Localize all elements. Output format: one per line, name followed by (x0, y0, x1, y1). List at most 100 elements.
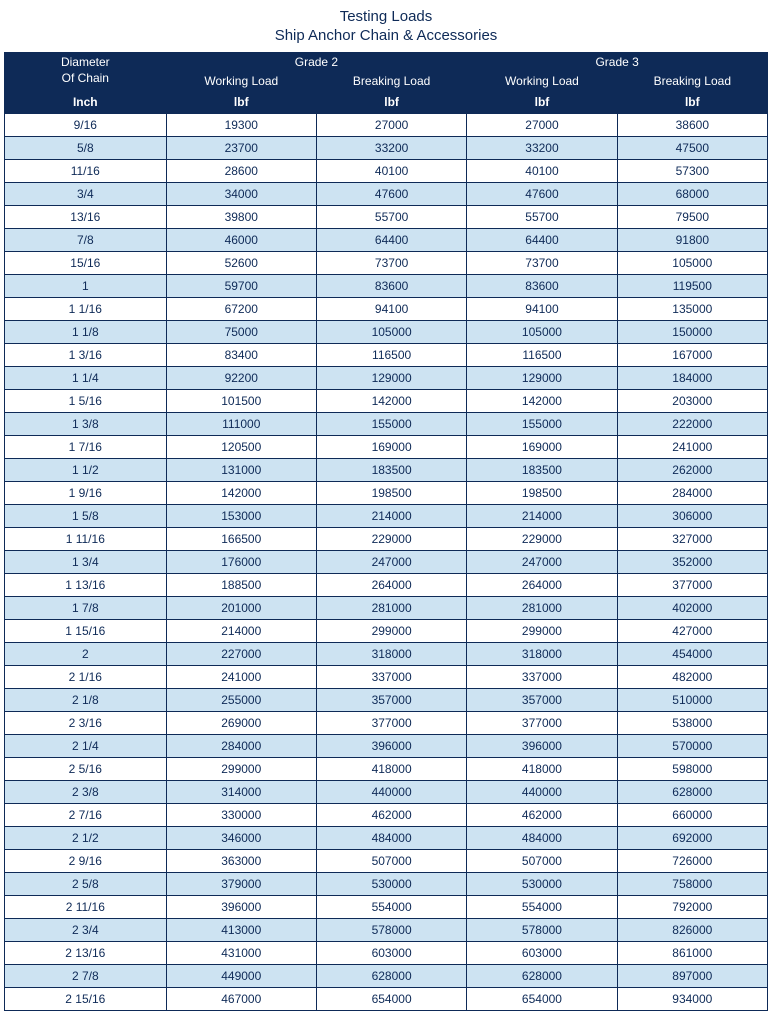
header-g3-working: Working Load (467, 71, 617, 90)
cell-value: 538000 (617, 711, 767, 734)
cell-value: 101500 (166, 389, 316, 412)
cell-value: 92200 (166, 366, 316, 389)
cell-value: 142000 (467, 389, 617, 412)
cell-value: 792000 (617, 895, 767, 918)
table-row: 1 3/4176000247000247000352000 (5, 550, 768, 573)
cell-value: 214000 (467, 504, 617, 527)
cell-value: 314000 (166, 780, 316, 803)
table-row: 15/16526007370073700105000 (5, 251, 768, 274)
cell-diameter: 1 7/8 (5, 596, 167, 619)
cell-value: 357000 (316, 688, 466, 711)
cell-value: 484000 (316, 826, 466, 849)
cell-value: 628000 (316, 964, 466, 987)
cell-value: 167000 (617, 343, 767, 366)
table-row: 2 9/16363000507000507000726000 (5, 849, 768, 872)
cell-value: 129000 (316, 366, 466, 389)
cell-value: 449000 (166, 964, 316, 987)
cell-value: 40100 (467, 159, 617, 182)
cell-value: 654000 (316, 987, 466, 1010)
cell-value: 83600 (467, 274, 617, 297)
cell-diameter: 1 1/8 (5, 320, 167, 343)
unit-g3-breaking: lbf (617, 90, 767, 113)
cell-value: 47600 (316, 182, 466, 205)
cell-diameter: 15/16 (5, 251, 167, 274)
cell-value: 418000 (316, 757, 466, 780)
table-row: 2 5/8379000530000530000758000 (5, 872, 768, 895)
cell-value: 255000 (166, 688, 316, 711)
cell-value: 111000 (166, 412, 316, 435)
table-row: 1 1/875000105000105000150000 (5, 320, 768, 343)
cell-value: 57300 (617, 159, 767, 182)
cell-value: 484000 (467, 826, 617, 849)
cell-diameter: 1 3/4 (5, 550, 167, 573)
unit-g2-working: lbf (166, 90, 316, 113)
table-body: 9/16193002700027000386005/82370033200332… (5, 113, 768, 1010)
cell-value: 284000 (166, 734, 316, 757)
cell-value: 91800 (617, 228, 767, 251)
cell-value: 507000 (467, 849, 617, 872)
header-g3-breaking: Breaking Load (617, 71, 767, 90)
table-row: 2 1/4284000396000396000570000 (5, 734, 768, 757)
table-row: 1 1/492200129000129000184000 (5, 366, 768, 389)
cell-diameter: 1 5/16 (5, 389, 167, 412)
cell-value: 510000 (617, 688, 767, 711)
cell-diameter: 7/8 (5, 228, 167, 251)
cell-value: 306000 (617, 504, 767, 527)
header-g2-working: Working Load (166, 71, 316, 90)
table-row: 2 1/8255000357000357000510000 (5, 688, 768, 711)
table-row: 1 3/1683400116500116500167000 (5, 343, 768, 366)
table-row: 2 3/16269000377000377000538000 (5, 711, 768, 734)
table-row: 2 3/4413000578000578000826000 (5, 918, 768, 941)
title-line-2: Ship Anchor Chain & Accessories (4, 27, 768, 46)
unit-g2-breaking: lbf (316, 90, 466, 113)
cell-value: 203000 (617, 389, 767, 412)
cell-value: 105000 (467, 320, 617, 343)
cell-value: 129000 (467, 366, 617, 389)
header-g2-breaking: Breaking Load (316, 71, 466, 90)
cell-value: 67200 (166, 297, 316, 320)
cell-value: 861000 (617, 941, 767, 964)
cell-diameter: 2 3/8 (5, 780, 167, 803)
cell-diameter: 1 7/16 (5, 435, 167, 458)
table-row: 2 1/2346000484000484000692000 (5, 826, 768, 849)
table-row: 11/1628600401004010057300 (5, 159, 768, 182)
table-row: 3/434000476004760068000 (5, 182, 768, 205)
cell-value: 46000 (166, 228, 316, 251)
cell-value: 94100 (467, 297, 617, 320)
cell-value: 826000 (617, 918, 767, 941)
unit-diameter: Inch (5, 90, 167, 113)
cell-value: 227000 (166, 642, 316, 665)
cell-diameter: 1 1/16 (5, 297, 167, 320)
cell-diameter: 2 13/16 (5, 941, 167, 964)
cell-value: 377000 (617, 573, 767, 596)
cell-value: 299000 (166, 757, 316, 780)
cell-diameter: 5/8 (5, 136, 167, 159)
cell-value: 269000 (166, 711, 316, 734)
cell-value: 570000 (617, 734, 767, 757)
cell-diameter: 1 15/16 (5, 619, 167, 642)
cell-value: 440000 (316, 780, 466, 803)
cell-value: 454000 (617, 642, 767, 665)
cell-diameter: 2 3/16 (5, 711, 167, 734)
cell-value: 346000 (166, 826, 316, 849)
cell-value: 598000 (617, 757, 767, 780)
cell-value: 281000 (467, 596, 617, 619)
cell-value: 38600 (617, 113, 767, 136)
cell-value: 83400 (166, 343, 316, 366)
loads-table: Diameter Of Chain Grade 2 Grade 3 Workin… (4, 52, 768, 1011)
cell-value: 352000 (617, 550, 767, 573)
cell-value: 222000 (617, 412, 767, 435)
cell-value: 40100 (316, 159, 466, 182)
cell-value: 47600 (467, 182, 617, 205)
cell-value: 229000 (316, 527, 466, 550)
cell-value: 120500 (166, 435, 316, 458)
cell-value: 150000 (617, 320, 767, 343)
cell-value: 23700 (166, 136, 316, 159)
cell-diameter: 1 1/4 (5, 366, 167, 389)
cell-value: 330000 (166, 803, 316, 826)
cell-value: 507000 (316, 849, 466, 872)
cell-value: 198500 (467, 481, 617, 504)
cell-value: 264000 (467, 573, 617, 596)
table-row: 2227000318000318000454000 (5, 642, 768, 665)
cell-value: 654000 (467, 987, 617, 1010)
